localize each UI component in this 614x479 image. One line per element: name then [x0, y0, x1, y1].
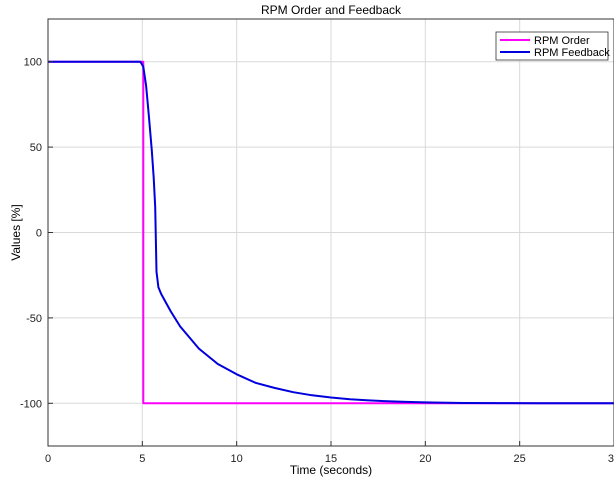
x-tick-label: 20	[419, 453, 431, 465]
series-line-rpm-feedback	[48, 60, 614, 405]
chart-title: RPM Order and Feedback	[261, 3, 402, 17]
y-tick-label: 0	[36, 228, 42, 240]
legend-label-rpm-feedback: RPM Feedback	[534, 47, 610, 59]
x-axis-label: Time (seconds)	[290, 463, 372, 477]
x-tick-label: 25	[514, 453, 526, 465]
y-tick-label: 100	[24, 57, 42, 69]
y-tick-label: -100	[20, 398, 42, 410]
y-tick-label: -50	[26, 313, 42, 325]
axis-ticks: 0 5 10 15 20 25 30 -100 -50 0 50 100	[20, 57, 614, 465]
x-tick-label: 15	[325, 453, 337, 465]
x-tick-label: 30	[608, 453, 614, 465]
legend-box	[495, 31, 609, 61]
x-tick-label: 5	[139, 453, 145, 465]
legend-label-rpm-order: RPM Order	[534, 35, 590, 47]
legend: RPM Order RPM Feedback	[495, 31, 610, 61]
x-tick-label: 10	[231, 453, 243, 465]
y-tick-label: 50	[30, 142, 42, 154]
series-lines	[48, 60, 614, 405]
y-axis-label: Values [%]	[9, 204, 23, 260]
x-tick-label: 0	[45, 453, 51, 465]
